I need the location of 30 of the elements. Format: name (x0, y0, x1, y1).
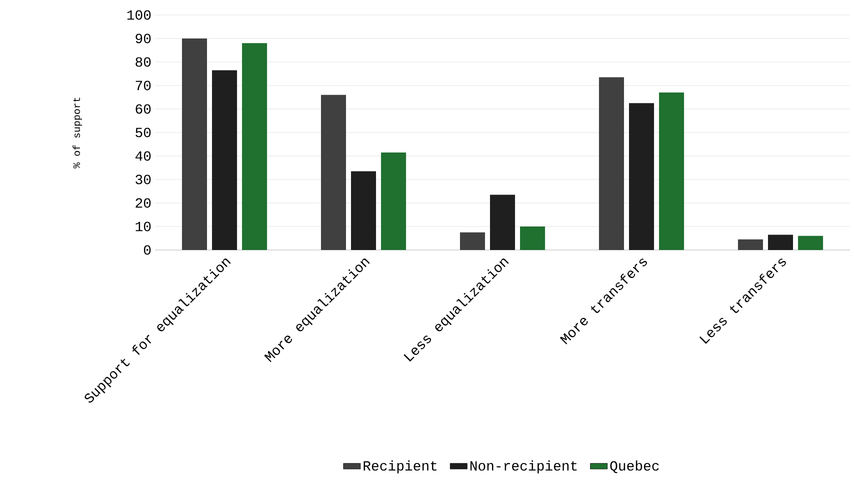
bar (212, 70, 238, 250)
y-tick-label: 60 (136, 104, 151, 114)
legend-label: Recipient (364, 460, 437, 474)
bar (381, 152, 406, 250)
y-tick-label: 100 (127, 10, 151, 20)
y-tick-label: 70 (136, 80, 151, 90)
bar (738, 239, 763, 250)
legend-label: Non-recipient (470, 460, 577, 474)
bar (351, 171, 376, 250)
y-tick-label: 90 (136, 34, 151, 44)
bar (768, 234, 794, 250)
y-axis-title: % of support (72, 98, 82, 168)
y-tick-label: 10 (136, 222, 151, 232)
bar (490, 194, 516, 250)
legend-label: Quebec (610, 460, 659, 474)
bar (798, 236, 824, 250)
bar (242, 43, 268, 250)
bar (320, 94, 346, 250)
y-tick-label: 50 (136, 128, 151, 138)
bar (628, 103, 654, 250)
bar (659, 92, 684, 250)
y-tick-label: 40 (135, 151, 151, 161)
bar (598, 77, 624, 250)
y-tick-label: 80 (136, 57, 151, 67)
y-tick-label: 30 (136, 174, 151, 184)
y-tick-label: 20 (136, 198, 151, 208)
bar (182, 38, 207, 250)
bar (520, 226, 546, 250)
bar (460, 232, 485, 250)
y-tick-label: 0 (144, 245, 151, 255)
